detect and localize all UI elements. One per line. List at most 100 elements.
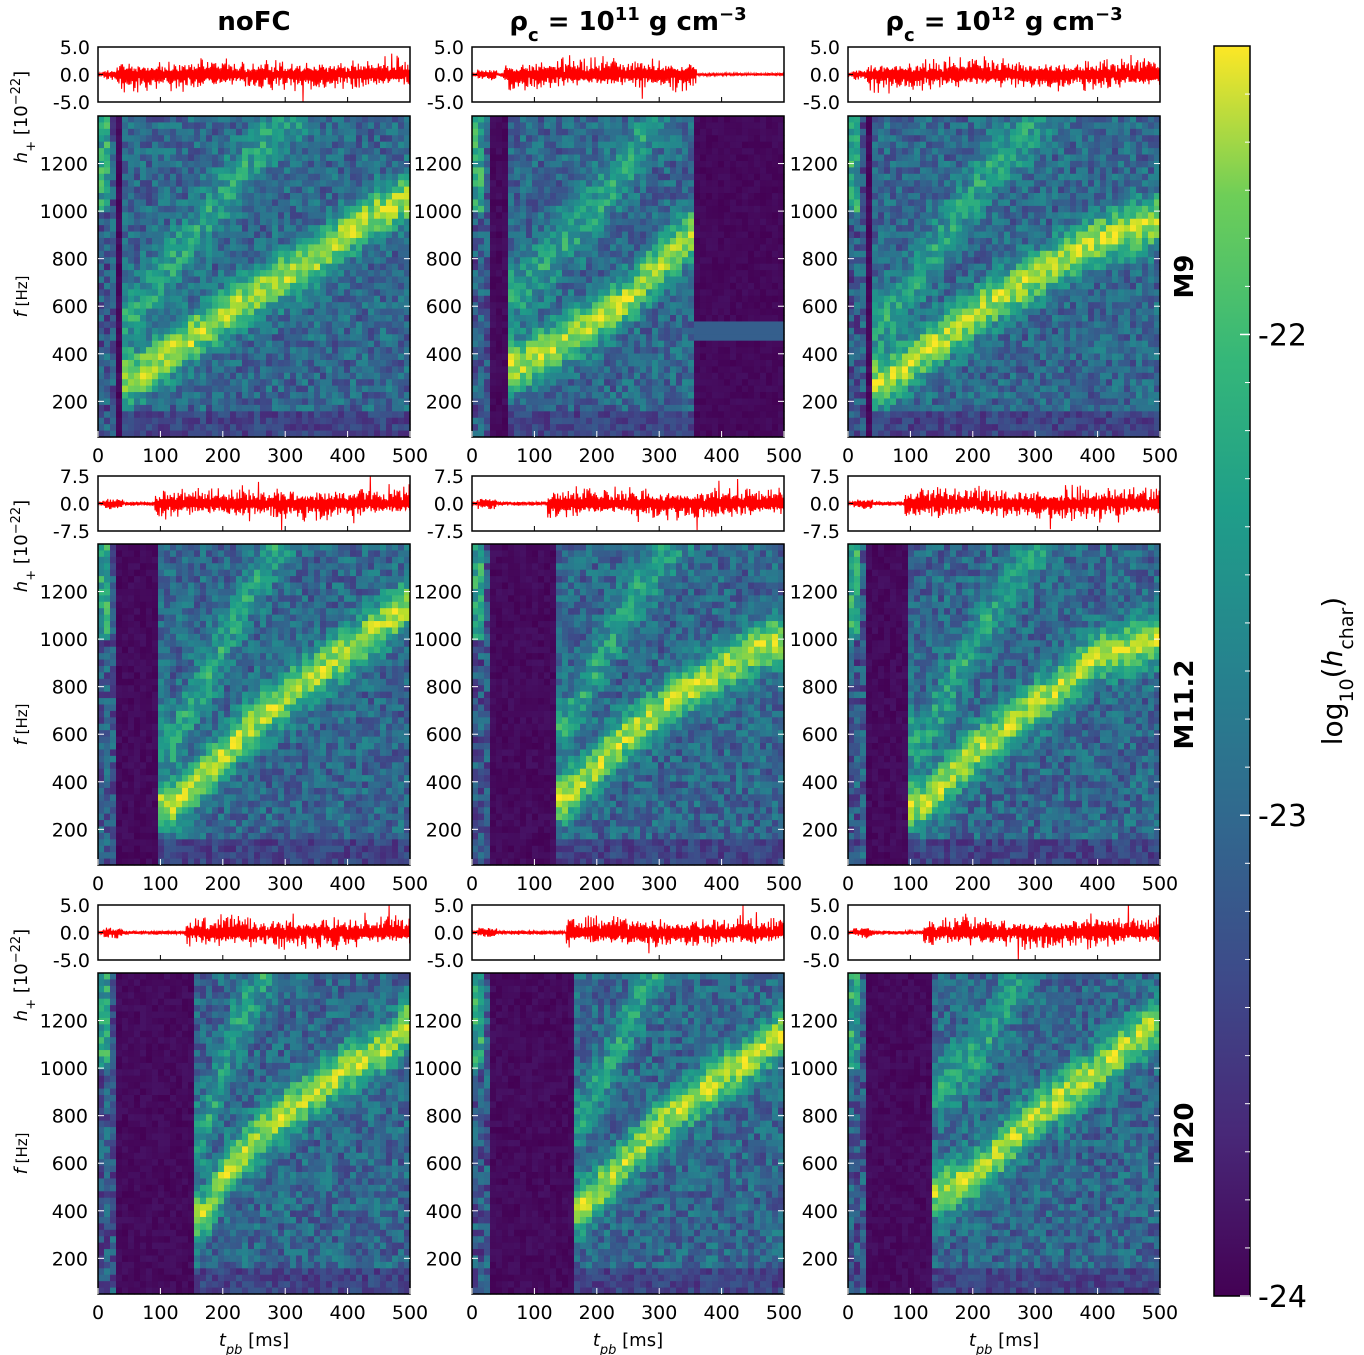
heatmap-cell (290, 424, 297, 431)
heatmap-cell (724, 373, 731, 380)
heatmap-cell (688, 366, 695, 373)
heatmap-cell (544, 180, 551, 187)
heatmap-cell (284, 315, 291, 322)
heatmap-cell (610, 251, 617, 258)
heatmap-cell (574, 360, 581, 367)
heatmap-cell (128, 199, 135, 206)
heatmap-cell (176, 225, 183, 232)
heatmap-cell (308, 366, 315, 373)
heatmap-cell (152, 392, 159, 399)
heatmap-cell (290, 199, 297, 206)
heatmap-cell (670, 360, 677, 367)
heatmap-cell (386, 424, 393, 431)
heatmap-cell (188, 187, 195, 194)
heatmap-cell (616, 379, 623, 386)
heatmap-cell (158, 379, 165, 386)
heatmap-cell (736, 174, 743, 181)
heatmap-cell (308, 135, 315, 142)
heatmap-cell (664, 315, 671, 322)
heatmap-cell (568, 116, 575, 123)
heatmap-cell (724, 135, 731, 142)
heatmap-cell (398, 122, 405, 129)
heatmap-cell (706, 264, 713, 271)
heatmap-cell (290, 386, 297, 393)
heatmap-cell (164, 199, 171, 206)
heatmap-cell (706, 392, 713, 399)
heatmap-cell (140, 206, 147, 213)
heatmap-cell (580, 193, 587, 200)
heatmap-cell (700, 315, 707, 322)
heatmap-cell (736, 289, 743, 296)
heatmap-cell (296, 180, 303, 187)
heatmap-cell (706, 257, 713, 264)
heatmap-cell (748, 309, 755, 316)
heatmap-cell (472, 302, 479, 309)
heatmap-cell (212, 418, 219, 425)
heatmap-cell (550, 309, 557, 316)
heatmap-cell (484, 277, 491, 284)
heatmap-cell (622, 129, 629, 136)
heatmap-cell (392, 405, 399, 412)
heatmap-cell (496, 199, 503, 206)
heatmap-cell (386, 232, 393, 239)
heatmap-cell (362, 424, 369, 431)
heatmap-cell (308, 354, 315, 361)
heatmap-cell (176, 379, 183, 386)
heatmap-cell (532, 418, 539, 425)
heatmap-cell (290, 225, 297, 232)
heatmap-cell (344, 193, 351, 200)
heatmap-cell (616, 244, 623, 251)
heatmap-cell (290, 328, 297, 335)
heatmap-cell (484, 321, 491, 328)
heatmap-cell (104, 148, 111, 155)
heatmap-cell (622, 270, 629, 277)
heatmap-cell (664, 180, 671, 187)
heatmap-cell (658, 264, 665, 271)
heatmap-cell (224, 296, 231, 303)
heatmap-cell (724, 142, 731, 149)
heatmap-cell (110, 341, 117, 348)
heatmap-cell (200, 199, 207, 206)
heatmap-cell (538, 315, 545, 322)
heatmap-cell (122, 129, 129, 136)
heatmap-cell (266, 398, 273, 405)
heatmap-cell (140, 309, 147, 316)
heatmap-cell (478, 424, 485, 431)
heatmap-cell (344, 122, 351, 129)
heatmap-cell (580, 270, 587, 277)
heatmap-cell (550, 251, 557, 258)
heatmap-cell (194, 424, 201, 431)
heatmap-cell (556, 187, 563, 194)
heatmap-cell (496, 238, 503, 245)
heatmap-cell (326, 334, 333, 341)
heatmap-cell (230, 193, 237, 200)
heatmap-cell (278, 386, 285, 393)
heatmap-cell (176, 167, 183, 174)
heatmap-cell (676, 155, 683, 162)
heatmap-cell (200, 296, 207, 303)
heatmap-cell (724, 232, 731, 239)
heatmap-cell (374, 366, 381, 373)
heatmap-cell (236, 257, 243, 264)
heatmap-cell (158, 199, 165, 206)
heatmap-cell (712, 174, 719, 181)
heatmap-cell (164, 238, 171, 245)
heatmap-cell (628, 206, 635, 213)
heatmap-cell (194, 386, 201, 393)
heatmap-cell (478, 238, 485, 245)
heatmap-cell (706, 328, 713, 335)
heatmap-cell (562, 398, 569, 405)
heatmap-cell (320, 354, 327, 361)
heatmap-cell (374, 187, 381, 194)
heatmap-cell (188, 309, 195, 316)
heatmap-cell (670, 251, 677, 258)
heatmap-cell (362, 219, 369, 226)
heatmap-cell (706, 296, 713, 303)
heatmap-cell (574, 315, 581, 322)
heatmap-cell (658, 373, 665, 380)
heatmap-cell (206, 180, 213, 187)
heatmap-cell (230, 373, 237, 380)
heatmap-cell (122, 315, 129, 322)
heatmap-cell (266, 199, 273, 206)
heatmap-cell (260, 277, 267, 284)
